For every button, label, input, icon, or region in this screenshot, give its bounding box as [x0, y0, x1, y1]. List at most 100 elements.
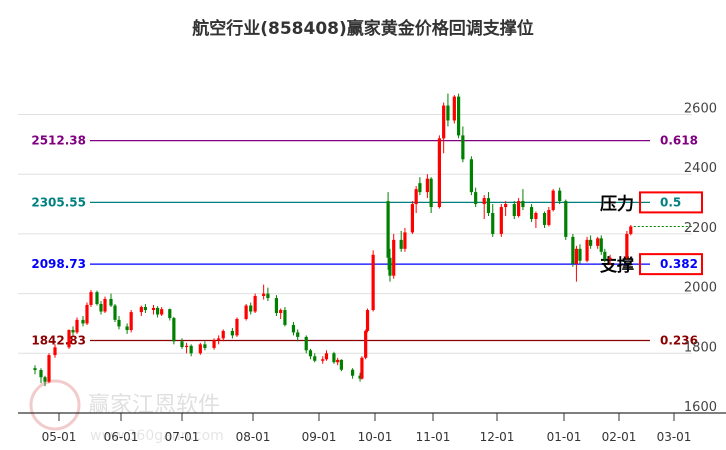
- candle-body: [85, 304, 89, 324]
- candle-body: [274, 298, 279, 314]
- candle-body: [117, 319, 121, 327]
- candle-body: [151, 307, 156, 311]
- fib-ratio-label: 0.236: [660, 334, 698, 348]
- fib-price-label: 1842.83: [31, 334, 86, 348]
- candle-body: [313, 356, 317, 361]
- fib-tag-label: 压力: [600, 193, 634, 214]
- candle-body: [212, 339, 216, 348]
- fib-ratio-label: 0.382: [660, 257, 698, 271]
- candle-body: [339, 359, 343, 370]
- candle-body: [81, 319, 85, 324]
- x-tick-label: 02-01: [602, 430, 637, 444]
- candle-body: [564, 201, 568, 237]
- candle-body: [571, 236, 575, 264]
- candle-body: [386, 201, 390, 258]
- candle-body: [596, 238, 600, 246]
- candle-body: [324, 353, 329, 360]
- candle-body: [392, 239, 396, 276]
- y-tick-label: 2200: [684, 221, 717, 236]
- candle-body: [156, 307, 160, 315]
- candle-body: [469, 159, 473, 193]
- candle-body: [365, 310, 370, 331]
- candle-body: [33, 368, 37, 371]
- candle-body: [296, 332, 300, 337]
- candle-body: [517, 201, 521, 216]
- candle-body: [47, 355, 51, 382]
- x-tick-label: 11-01: [416, 430, 451, 444]
- candle-body: [429, 178, 433, 208]
- y-tick-label: 2000: [684, 281, 717, 296]
- fib-tag-label: 支撑: [600, 255, 634, 276]
- candle-body: [603, 251, 607, 260]
- candle-body: [39, 370, 43, 378]
- candle-body: [360, 357, 364, 379]
- candle-body: [482, 198, 486, 205]
- candle-body: [217, 338, 221, 340]
- watermark: 赢家江恩软件 www.360gann.com: [29, 379, 224, 444]
- candle-body: [547, 210, 551, 225]
- watermark-url: www.360gann.com: [90, 428, 224, 444]
- candle-body: [414, 189, 418, 205]
- candle-body: [279, 310, 283, 314]
- candle-body: [160, 309, 164, 315]
- candle-body: [332, 353, 336, 363]
- candle-body: [608, 257, 612, 260]
- candle-body: [446, 105, 450, 121]
- candle-body: [103, 298, 107, 312]
- candle-body: [168, 309, 172, 319]
- candle-body: [542, 213, 547, 225]
- candle-body: [599, 238, 603, 252]
- candle-body: [589, 239, 593, 246]
- watermark-seal: [29, 379, 81, 431]
- candle-body: [89, 292, 93, 305]
- candle-body: [262, 293, 266, 296]
- candle-body: [321, 359, 325, 361]
- candle-body: [283, 310, 287, 325]
- candle-body: [172, 318, 176, 342]
- candle-body: [125, 326, 129, 331]
- y-tick-label: 2600: [684, 102, 717, 117]
- candle-body: [474, 192, 478, 205]
- fib-highlight-box: [639, 191, 703, 214]
- candle-body: [534, 213, 538, 219]
- candle-body: [358, 375, 362, 379]
- candle-body: [244, 305, 248, 319]
- candle-body: [388, 257, 392, 276]
- candle-body: [53, 347, 57, 356]
- fib-highlight-box: [639, 253, 703, 276]
- fib-price-label: 2305.55: [31, 195, 86, 209]
- candle-body: [499, 207, 503, 234]
- candle-body: [371, 254, 375, 311]
- candle-body: [266, 293, 270, 299]
- candle-body: [43, 377, 47, 382]
- candle-body: [558, 190, 562, 202]
- candle-body: [139, 307, 143, 313]
- fib-price-label: 2098.73: [31, 257, 86, 271]
- candle-body: [109, 298, 113, 306]
- candle-body: [304, 336, 308, 351]
- candle-body: [491, 213, 495, 234]
- candle-body: [521, 201, 525, 208]
- candle-body: [221, 330, 225, 339]
- candle-body: [71, 330, 75, 333]
- candle-body: [336, 359, 340, 363]
- y-tick-label: 2400: [684, 161, 717, 176]
- candle-body: [198, 344, 202, 354]
- candle-body: [403, 232, 407, 249]
- candle-body: [425, 178, 429, 193]
- fib-ratio-label: 0.618: [660, 134, 698, 148]
- candle-body: [249, 305, 253, 312]
- candle-body: [504, 204, 508, 208]
- watermark-name: 赢家江恩软件: [88, 393, 220, 418]
- candle-body: [230, 330, 234, 336]
- x-tick-label: 10-01: [358, 430, 393, 444]
- fib-price-label: 2512.38: [31, 134, 86, 148]
- candle-body: [351, 369, 355, 376]
- x-tick-label: 08-01: [236, 430, 271, 444]
- candle-body: [143, 307, 147, 311]
- candle-body: [578, 248, 582, 261]
- candle-body: [512, 204, 516, 216]
- candle-body: [189, 345, 193, 354]
- candle-body: [184, 345, 189, 348]
- candle-body: [452, 96, 456, 121]
